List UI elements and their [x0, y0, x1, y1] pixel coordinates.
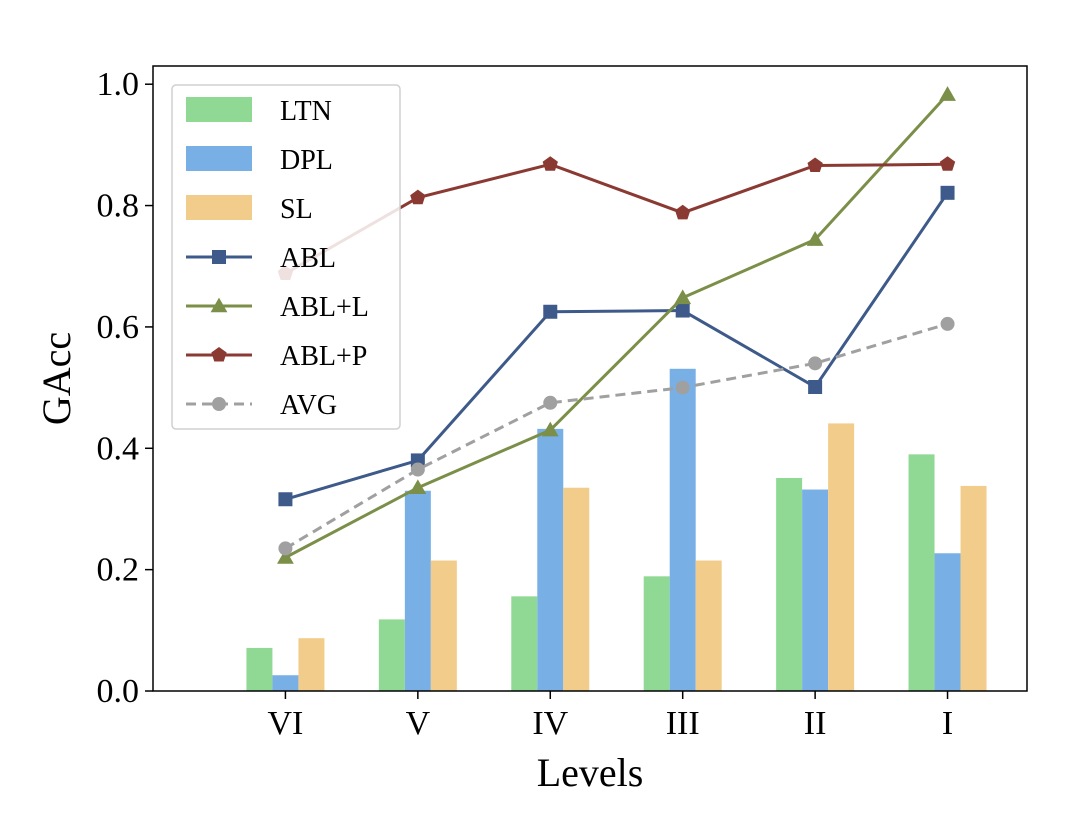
point-avg — [410, 462, 425, 477]
legend-label-ltn: LTN — [280, 96, 332, 127]
point-abl-plus-l — [409, 479, 427, 495]
point-abl-plus-l — [674, 289, 692, 305]
bar-ltn — [908, 454, 935, 691]
y-tick-label: 0.4 — [97, 430, 140, 467]
line-avg — [284, 322, 948, 550]
point-abl — [940, 185, 955, 200]
point-abl — [675, 303, 690, 318]
tick-layer: 0.00.20.40.60.81.0VI V IV III II I — [97, 66, 954, 742]
point-abl-plus-p — [807, 157, 823, 173]
bar-ltn — [643, 576, 670, 691]
bar-sl — [298, 638, 325, 691]
x-tick-label: III — [666, 705, 700, 742]
bar-dpl — [404, 490, 431, 691]
point-avg — [940, 316, 955, 331]
bar-sl — [430, 560, 457, 691]
point-abl-plus-p — [410, 189, 426, 205]
point-abl-plus-l — [541, 421, 559, 437]
point-abl-plus-p — [542, 156, 558, 171]
bar-dpl — [272, 675, 299, 691]
bar-dpl — [934, 553, 961, 691]
legend-label-avg: AVG — [280, 390, 337, 421]
y-tick-label: 1.0 — [97, 66, 140, 103]
bar-ltn — [776, 478, 803, 691]
bar-layer — [246, 368, 987, 691]
point-abl — [278, 492, 293, 507]
point-abl — [543, 304, 558, 319]
line-abl — [285, 191, 949, 501]
y-tick-label: 0.8 — [97, 188, 140, 225]
bar-ltn — [378, 619, 405, 691]
point-avg — [808, 356, 823, 371]
line-abl-plus-l — [284, 93, 949, 559]
x-tick-label: VI — [267, 705, 303, 742]
point-avg — [675, 380, 690, 395]
x-axis-title: Levels — [537, 750, 644, 795]
bar-sl — [960, 485, 987, 691]
bar-dpl — [802, 489, 829, 691]
legend-marker-abl-plus-p — [211, 346, 227, 362]
bar-dpl — [537, 428, 564, 691]
legend-marker-abl-plus-l — [210, 297, 228, 313]
bar-dpl — [669, 368, 696, 691]
point-abl-plus-l — [939, 86, 956, 101]
bar-ltn — [511, 596, 538, 691]
point-avg — [543, 395, 558, 410]
bar-sl — [563, 487, 590, 691]
x-tick-label: IV — [532, 705, 568, 742]
legend: LTN DPL SL ABL ABL+L ABL+P AVG — [171, 84, 401, 430]
legend-label-abl: ABL — [280, 243, 336, 274]
x-tick-label: I — [942, 705, 953, 742]
legend-label-sl: SL — [280, 194, 313, 225]
point-abl-plus-p — [675, 204, 691, 220]
legend-marker-avg — [212, 397, 226, 411]
y-tick-label: 0.2 — [97, 552, 140, 589]
legend-swatch-ltn — [186, 97, 252, 122]
legend-label-dpl: DPL — [280, 145, 333, 176]
point-avg — [278, 541, 293, 556]
bar-sl — [695, 560, 722, 691]
legend-swatch-dpl — [186, 146, 252, 171]
legend-label-abl-plus-l: ABL+L — [280, 292, 369, 323]
point-abl-plus-l — [806, 231, 824, 246]
y-tick-label: 0.0 — [97, 673, 140, 710]
point-abl-plus-l — [277, 549, 294, 564]
legend-marker-abl — [212, 250, 226, 264]
plot-frame — [152, 65, 1028, 692]
line-layer — [277, 86, 956, 564]
y-tick-label: 0.6 — [97, 309, 140, 346]
legend-swatch-sl — [186, 195, 252, 220]
x-tick-label: V — [406, 705, 431, 742]
bar-sl — [828, 423, 855, 691]
legend-label-abl-plus-p: ABL+P — [280, 341, 367, 372]
y-axis-title: GAcc — [34, 332, 79, 425]
x-tick-label: II — [804, 705, 827, 742]
bar-ltn — [246, 647, 273, 691]
point-abl-plus-p — [939, 156, 956, 171]
point-abl — [808, 379, 823, 394]
